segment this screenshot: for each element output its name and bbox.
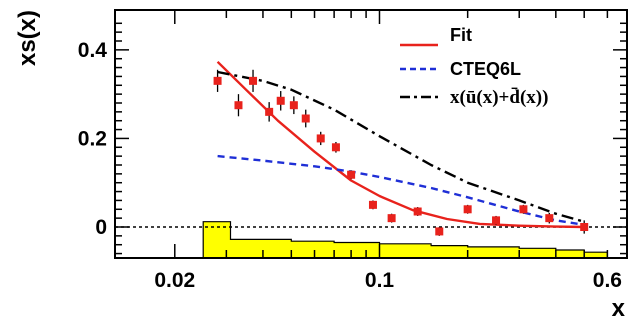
data-point [331,143,340,152]
x-axis-title: x [612,295,626,320]
legend: Fit CTEQ6L x(ū(x)+d̄(x)) [400,25,548,108]
x-tick-label: 0.1 [365,269,395,292]
data-point [519,205,528,214]
legend-label: x(ū(x)+d̄(x)) [450,86,548,108]
tick-layer [115,10,627,258]
data-point [316,134,325,143]
data-point [301,114,310,123]
data-point [492,216,501,225]
series-dash-dot-line [217,70,585,223]
data-point-layer [213,69,589,236]
y-tick-label: 0.2 [78,127,107,150]
data-point [463,205,472,214]
data-point [368,200,377,209]
label-layer: 0.02 0.1 0.6 0 0.2 0.4 x xs(x) [14,10,626,320]
data-point [413,207,422,216]
data-point [545,214,554,223]
data-point [213,76,222,85]
legend-label: Fit [450,25,472,45]
data-point [347,170,356,179]
data-point [265,107,274,116]
data-point [234,101,243,110]
y-tick-label: 0 [95,216,107,239]
y-axis-title: xs(x) [14,10,41,66]
data-point [276,96,285,105]
legend-label: CTEQ6L [450,59,521,79]
data-point [289,101,298,110]
data-point [435,227,444,236]
series-dashed-line [217,154,585,226]
data-point [387,214,396,223]
x-tick-label: 0.6 [593,269,622,292]
y-tick-label: 0.4 [78,39,108,62]
x-tick-label: 0.02 [154,269,195,292]
data-point [249,76,258,85]
data-point [580,223,589,231]
plot-frame [114,9,628,259]
